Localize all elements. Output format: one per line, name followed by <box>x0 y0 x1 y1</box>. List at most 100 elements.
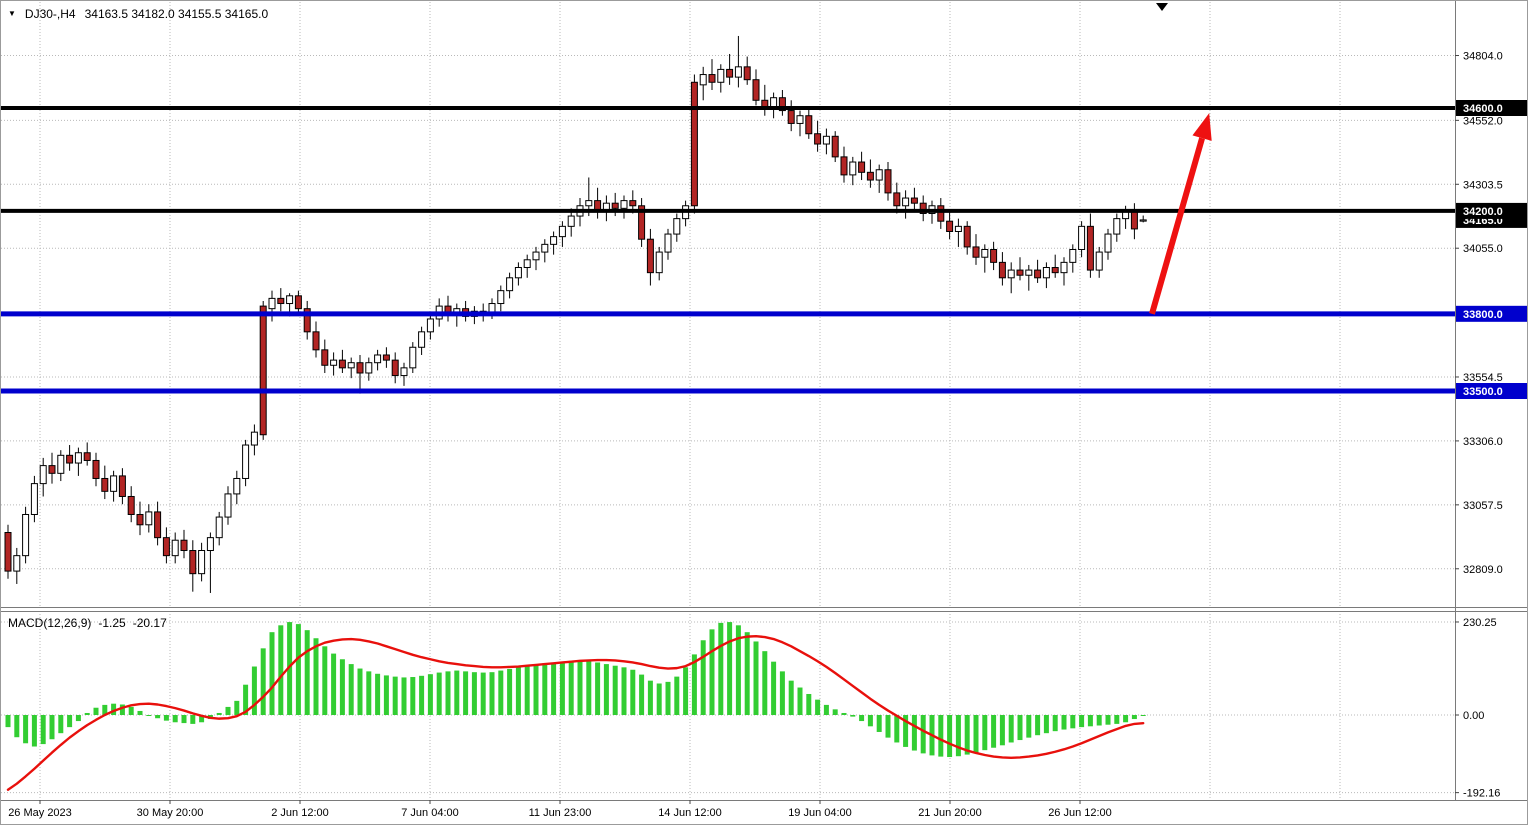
candle <box>814 133 822 145</box>
candle <box>303 308 311 333</box>
time-axis-label: 19 Jun 04:00 <box>788 807 852 819</box>
macd-histogram-bar <box>674 676 680 715</box>
macd-histogram-bar <box>1087 715 1093 727</box>
macd-histogram-bar <box>1043 715 1049 734</box>
candle <box>840 156 848 176</box>
candle <box>92 459 100 479</box>
candle <box>541 243 549 253</box>
candle <box>778 97 786 112</box>
macd-histogram-bar <box>973 715 979 753</box>
macd-histogram-bar <box>322 646 328 715</box>
time-axis-label: 2 Jun 12:00 <box>271 807 329 819</box>
macd-histogram-bar <box>436 672 442 715</box>
macd-histogram-bar <box>234 700 240 715</box>
macd-histogram-bar <box>392 676 398 715</box>
candle <box>48 465 56 474</box>
macd-histogram-bar <box>788 680 794 715</box>
candle <box>752 79 760 101</box>
macd-histogram-bar <box>357 668 363 715</box>
candle <box>312 331 320 351</box>
candle <box>180 539 188 552</box>
macd-histogram-bar <box>463 671 469 715</box>
symbol-info-bar: ▼ DJ30-,H4 34163.5 34182.0 34155.5 34165… <box>8 7 268 21</box>
candle <box>171 539 179 557</box>
macd-histogram-bar <box>876 715 882 732</box>
candle <box>374 354 382 364</box>
candle <box>356 362 364 374</box>
macd-histogram-bar <box>251 666 257 715</box>
macd-histogram-bar <box>1026 715 1032 738</box>
candle <box>902 197 910 207</box>
candle <box>1042 267 1050 279</box>
candle <box>30 483 38 515</box>
candle <box>233 477 241 495</box>
macd-histogram-bar <box>419 675 425 715</box>
candle <box>83 452 91 461</box>
svg-text:33800.0: 33800.0 <box>1463 309 1503 321</box>
candle <box>1051 267 1059 274</box>
time-axis-label: 26 Jun 12:00 <box>1048 807 1112 819</box>
candle <box>532 251 540 261</box>
candle <box>391 359 399 377</box>
candle <box>198 550 206 575</box>
candle <box>981 249 989 258</box>
macd-histogram-bar <box>348 664 354 715</box>
macd-histogram-bar <box>841 712 847 715</box>
candle <box>154 511 162 539</box>
price-axis-tick: 34055.0 <box>1463 243 1503 255</box>
macd-histogram-bar <box>744 632 750 715</box>
symbol-dropdown-icon[interactable]: ▼ <box>8 9 16 18</box>
level-price-label <box>1456 202 1527 219</box>
candle <box>268 297 276 310</box>
price-axis-tick: 33554.5 <box>1463 372 1503 384</box>
time-axis-label: 14 Jun 12:00 <box>658 807 722 819</box>
level-price-label <box>1456 305 1527 322</box>
macd-histogram-bar <box>190 715 196 724</box>
macd-histogram-bar <box>331 653 337 715</box>
macd-layer <box>5 622 1146 791</box>
macd-histogram-bar <box>999 715 1005 746</box>
macd-histogram-bar <box>559 661 565 715</box>
level-lines-layer[interactable] <box>0 106 1455 394</box>
candle <box>206 537 214 552</box>
candle <box>22 513 30 557</box>
candle <box>497 290 505 305</box>
macd-histogram-bar <box>1079 715 1085 728</box>
macd-histogram-bar <box>762 651 768 715</box>
candle <box>1095 251 1103 271</box>
candle <box>127 495 135 515</box>
price-axis-tick: 34804.0 <box>1463 51 1503 63</box>
grid-layer <box>1 2 1455 798</box>
trend-arrow[interactable] <box>1149 113 1212 315</box>
macd-histogram-bar <box>102 704 108 715</box>
macd-histogram-bar <box>181 715 187 724</box>
candle <box>655 251 663 274</box>
candle <box>558 225 566 238</box>
macd-histogram-bar <box>665 681 671 715</box>
candle <box>673 218 681 235</box>
candle <box>796 115 804 124</box>
candle <box>805 115 813 135</box>
axis-layer[interactable]: 34804.0 34552.0 34303.5 34055.0 33554.5 33306… <box>8 51 1527 819</box>
macd-histogram-bar <box>885 715 891 738</box>
macd-histogram-bar <box>1131 715 1137 720</box>
macd-histogram-bar <box>691 654 697 715</box>
macd-histogram-bar <box>1105 715 1111 725</box>
candle <box>162 537 170 557</box>
macd-histogram-bar <box>911 715 917 751</box>
macd-histogram-bar <box>515 667 521 715</box>
svg-text:34600.0: 34600.0 <box>1463 103 1503 115</box>
candle <box>893 192 901 207</box>
candle <box>611 202 619 209</box>
time-axis-label: 11 Jun 23:00 <box>529 807 592 819</box>
macd-histogram-bar <box>287 622 293 715</box>
candle <box>550 236 558 245</box>
macd-histogram-bar <box>375 673 381 715</box>
scroll-marker-icon[interactable] <box>1156 3 1168 11</box>
macd-histogram-bar <box>991 715 997 748</box>
macd-histogram-bar <box>313 638 319 715</box>
macd-histogram-bar <box>621 667 627 715</box>
